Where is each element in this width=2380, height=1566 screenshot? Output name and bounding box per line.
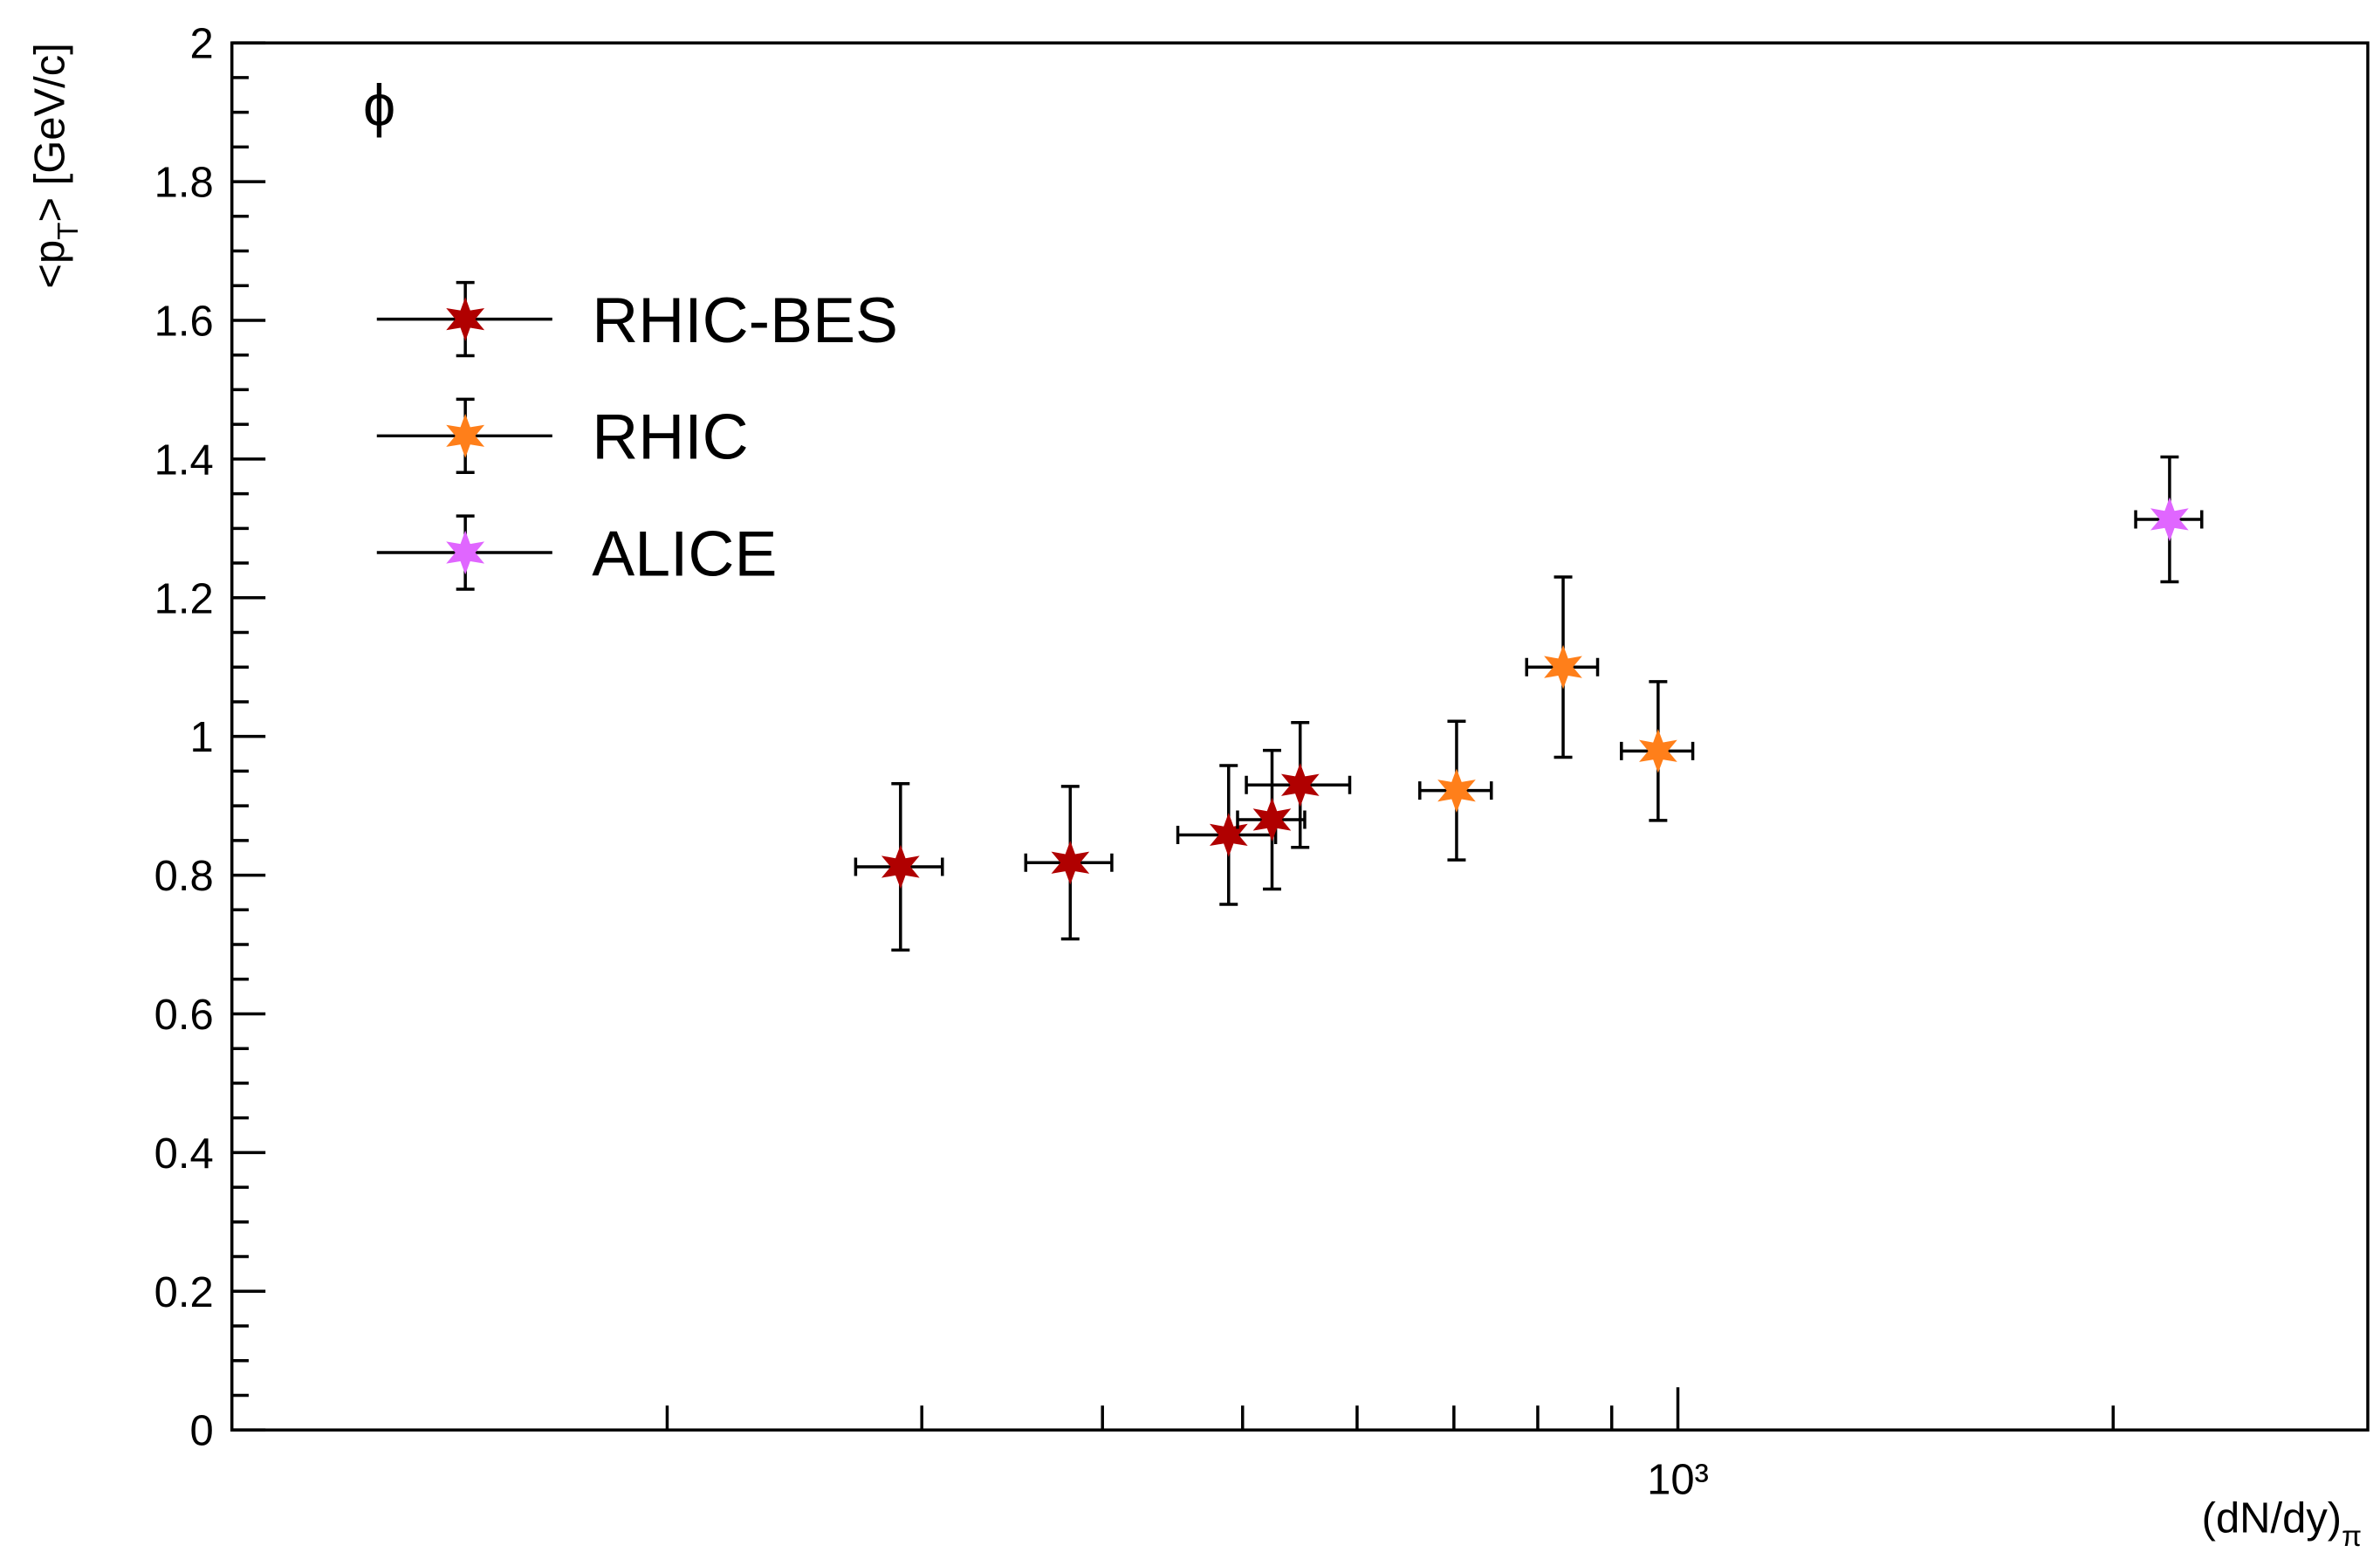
point bbox=[1252, 797, 1292, 842]
point bbox=[1639, 729, 1677, 773]
x-tick-label: 10³ bbox=[1647, 1457, 1709, 1504]
point bbox=[1544, 644, 1582, 690]
y-tick-label: 1.2 bbox=[154, 575, 214, 622]
point bbox=[1437, 768, 1476, 813]
y-tick-label: 0.2 bbox=[154, 1269, 214, 1316]
x-axis-label-sub: π bbox=[2342, 1521, 2362, 1553]
legend-label: RHIC bbox=[592, 402, 748, 473]
y-axis-label-sub: T bbox=[52, 223, 85, 240]
point bbox=[1051, 840, 1090, 885]
point bbox=[881, 844, 920, 889]
point bbox=[1280, 763, 1320, 807]
legend-label: ALICE bbox=[592, 518, 777, 589]
y-tick-label: 0.6 bbox=[154, 992, 214, 1039]
y-axis-label: <pT> [GeV/c] bbox=[26, 43, 85, 288]
y-tick-label: 1.4 bbox=[154, 436, 214, 484]
annotation: ϕ bbox=[363, 74, 395, 139]
x-axis-label-main: (dN/dy) bbox=[2202, 1494, 2342, 1542]
y-tick-label: 1.6 bbox=[154, 298, 214, 345]
point bbox=[1209, 813, 1248, 857]
x-axis-label: (dN/dy)π bbox=[2202, 1494, 2362, 1553]
point bbox=[2150, 497, 2189, 542]
legend-marker bbox=[446, 297, 485, 341]
legend-marker bbox=[446, 530, 485, 575]
y-axis-label-rest: > [GeV/c] bbox=[26, 43, 73, 222]
y-tick-label: 1 bbox=[190, 714, 214, 761]
y-tick-label: 1.8 bbox=[154, 160, 214, 207]
legend: RHIC-BES RHIC ALICE bbox=[376, 280, 898, 591]
y-tick-label: 2 bbox=[190, 21, 214, 68]
legend-marker bbox=[446, 414, 485, 458]
y-tick-label: 0.4 bbox=[154, 1130, 214, 1178]
y-tick-label: 0.8 bbox=[154, 853, 214, 900]
y-axis-label-main: <p bbox=[26, 240, 73, 289]
y-tick-label: 0 bbox=[190, 1408, 214, 1455]
legend-label: RHIC-BES bbox=[592, 285, 898, 356]
